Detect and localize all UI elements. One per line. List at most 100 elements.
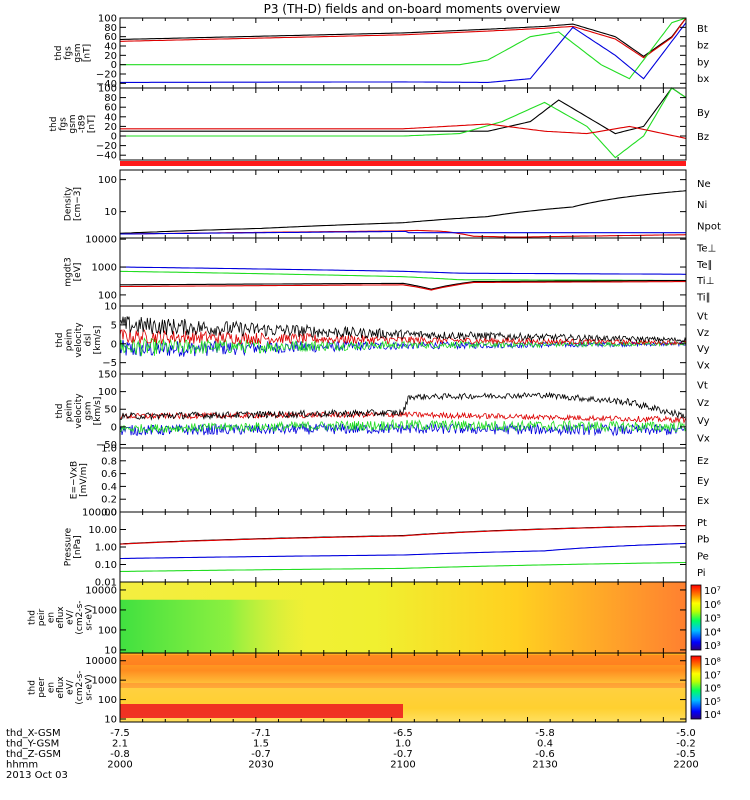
- ephemeris-value: 2000: [107, 760, 132, 771]
- y-axis-label-line: mgdt3: [63, 257, 73, 286]
- panel-7: 1.00.8 0.6 0.4 0.2 0.0 E=−VxB [mV/m] Ez Ey Ex: [69, 444, 709, 519]
- y-axis-label-line: (cm2-s-: [75, 670, 85, 704]
- y-tick-label: 0.2: [101, 495, 117, 506]
- ephemeris-value: -0.6: [535, 749, 555, 760]
- series-line-Ni: [119, 190, 687, 234]
- legend-entry: Vy: [697, 416, 710, 427]
- y-axis-label: thd peir en eflux eV/(cm2-s-sr-eV): [28, 600, 95, 634]
- ephemeris-value: 1.0: [395, 739, 411, 750]
- colorbar-tick-label: 10⁷: [704, 670, 721, 681]
- y-axis-label-line: [eV]: [73, 263, 83, 282]
- ephemeris-value: -0.8: [110, 749, 130, 760]
- heatmap-2-band-middle: [120, 683, 686, 688]
- y-tick-label: 60: [104, 32, 117, 43]
- figure-title: P3 (TH-D) fields and on-board moments ov…: [264, 2, 561, 16]
- y-tick-label: 0.6: [101, 469, 117, 480]
- ephemeris-date: 2013 Oct 03: [6, 770, 68, 781]
- colorbar-1: 10⁷ 10⁶ 10⁵ 10⁴ 10³: [690, 584, 721, 652]
- y-tick-label: 40: [104, 112, 117, 123]
- series-line-Vz: [119, 410, 687, 424]
- ephemeris-value: -0.7: [393, 749, 413, 760]
- y-axis-label-line: en: [47, 682, 57, 693]
- y-tick-label: 60: [104, 103, 117, 114]
- colorbar-gradient: [690, 655, 702, 720]
- ephemeris-value: -6.5: [393, 728, 413, 739]
- panel-frame: [119, 169, 687, 239]
- y-axis-label-line: thd: [55, 404, 65, 419]
- panel-3: 100 10 Density [cm−3] Ne Ni Npot: [63, 169, 721, 239]
- y-axis-label-line: dsl: [84, 334, 94, 347]
- y-tick-label: 10: [104, 645, 117, 656]
- series-line-Vy: [119, 418, 687, 434]
- legend-entry: Ex: [697, 496, 709, 507]
- y-tick-label: 0.0: [101, 508, 117, 519]
- ephemeris-row-label: thd_Y-GSM: [6, 739, 59, 750]
- y-axis-label-line: Pressure: [63, 527, 73, 566]
- colorbar-tick-label: 10⁴: [704, 710, 721, 721]
- ephemeris-value: 2200: [673, 760, 698, 771]
- ephemeris-value: -0.2: [676, 739, 696, 750]
- colorbar-tick-label: 10⁸: [704, 657, 721, 668]
- ephemeris-value: -0.7: [251, 749, 271, 760]
- y-axis-label-line: eflux: [56, 606, 66, 629]
- y-axis-label-line: thd: [54, 46, 64, 61]
- y-tick-label: 100: [98, 290, 117, 301]
- heatmap-1-low-energy-band: [120, 599, 432, 653]
- y-axis-label-line: eV/: [66, 679, 76, 695]
- y-tick-label: 50: [104, 405, 117, 416]
- y-tick-label: 0.01: [95, 578, 117, 589]
- y-tick-label: 10000: [85, 235, 117, 246]
- colorbar-2: 10⁸ 10⁷ 10⁶ 10⁵ 10⁴: [690, 655, 721, 721]
- legend-entry: Vz: [697, 328, 709, 339]
- colorbar-tick-label: 10⁷: [704, 586, 721, 597]
- y-axis-label-line: [mV/m]: [79, 463, 89, 497]
- y-axis-label-line: [km/s]: [93, 326, 103, 355]
- y-tick-label: 0: [111, 132, 117, 143]
- y-axis-label-line: Density: [63, 186, 73, 221]
- heatmap-2-band-lower: [120, 704, 403, 718]
- y-axis-label-line: gsm: [73, 43, 83, 62]
- ephemeris-value: 2.1: [112, 739, 128, 750]
- colorbar-gradient: [690, 584, 702, 651]
- y-tick-label: 10000: [85, 656, 117, 667]
- y-tick-label: 100: [98, 625, 117, 636]
- series-line-Bz: [120, 123, 687, 139]
- panel-frame: [119, 237, 687, 307]
- y-axis-label-line: fgs: [63, 46, 73, 60]
- series-line-bx: [120, 22, 687, 83]
- y-axis-label: thd peer en eflux eV/(cm2-s-sr-eV): [28, 670, 95, 704]
- legend-entry: Te⊥: [696, 244, 716, 255]
- y-tick-label: 1000: [92, 263, 117, 274]
- series-line-Pe: [119, 561, 686, 573]
- series-line-Bt: [119, 17, 687, 57]
- y-axis-label: Density [cm−3]: [63, 186, 83, 221]
- legend-entry: Ey: [697, 476, 709, 487]
- y-axis-label-line: eflux: [56, 676, 66, 699]
- series-line-Ti∥: [119, 270, 687, 282]
- legend-entry: Ne: [697, 179, 711, 190]
- legend-entry: Vx: [697, 360, 710, 371]
- y-tick-label: 150: [98, 370, 117, 381]
- y-tick-label: 1000: [92, 676, 117, 687]
- y-tick-label: 80: [104, 23, 117, 34]
- y-axis-label-line: en: [47, 612, 57, 623]
- ephemeris-table: thd_X-GSM -7.5 -7.1 -6.5 -5.8 -5.0 thd_Y-GSM 2.…: [6, 728, 699, 781]
- panel-9: 10000 1000 100 10 thd peir en eflux eV/(cm2-s-sr…: [28, 581, 687, 656]
- ephemeris-value: 0.4: [537, 739, 553, 750]
- y-tick-label: 100: [98, 695, 117, 706]
- colorbar-tick-label: 10⁶: [704, 600, 721, 611]
- ephemeris-row-label: thd_X-GSM: [6, 728, 61, 739]
- legend-entry: Vt: [697, 312, 708, 323]
- legend-entry: Npot: [697, 221, 721, 232]
- y-axis-label-line: -t89: [78, 115, 88, 134]
- series-line-trace-0: [120, 87, 687, 135]
- legend-entry: Pe: [697, 551, 709, 562]
- y-axis-label-line: [km/s]: [93, 397, 103, 426]
- y-tick-label: −20: [96, 141, 117, 152]
- y-axis-label-line: [nPa]: [73, 535, 83, 558]
- y-axis-label-line: velocity: [74, 322, 84, 358]
- y-axis-label-line: thd: [28, 610, 38, 625]
